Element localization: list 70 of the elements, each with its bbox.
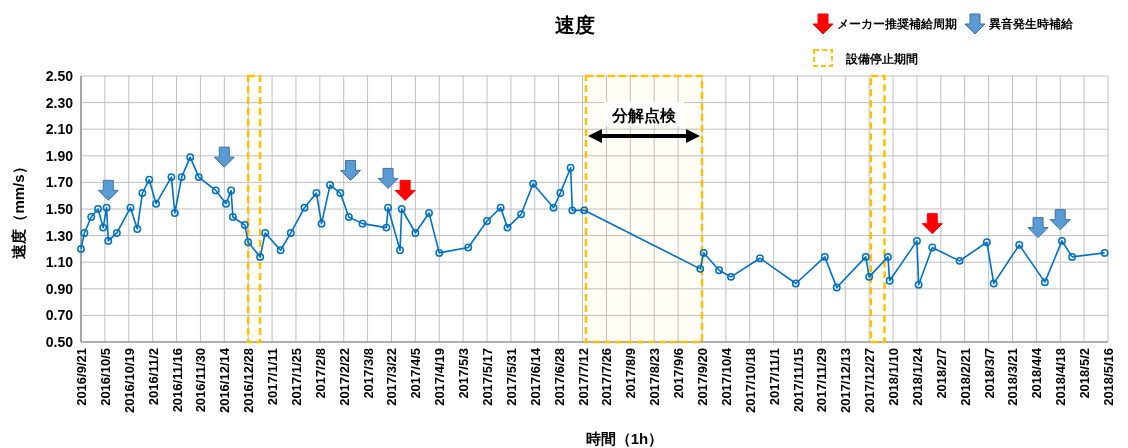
x-tick-label: 2016/11/16 <box>169 348 185 413</box>
y-tick-label: 1.90 <box>45 147 74 164</box>
x-tick-label: 2016/10/19 <box>121 348 137 414</box>
x-tick-label: 2018/5/2 <box>1077 348 1093 399</box>
x-tick-label: 2017/9/6 <box>671 348 687 399</box>
x-tick-label: 2017/11/1 <box>766 348 782 406</box>
x-tick-label: 2017/10/18 <box>742 348 758 414</box>
x-tick-label: 2017/9/20 <box>694 348 710 406</box>
x-tick-label: 2017/11/29 <box>814 348 830 413</box>
x-tick-label: 2018/5/16 <box>1101 348 1116 406</box>
x-tick-label: 2017/5/3 <box>456 348 472 399</box>
x-tick-label: 2017/1/25 <box>288 348 304 406</box>
y-tick-label: 2.30 <box>45 94 74 111</box>
x-tick-label: 2017/1/11 <box>265 348 281 406</box>
legend-label: 設備停止期間 <box>845 52 918 66</box>
point <box>1027 217 1049 239</box>
x-tick-label: 2017/2/8 <box>312 348 328 399</box>
y-tick-label: 0.50 <box>45 334 74 350</box>
x-tick-label: 2017/6/14 <box>527 347 543 406</box>
y-tick-label: 2.10 <box>45 121 74 138</box>
y-tick-label: 0.70 <box>45 307 74 324</box>
y-tick-label: 1.50 <box>45 201 74 217</box>
point <box>377 167 399 189</box>
x-tick-label: 2017/3/8 <box>360 348 376 399</box>
x-tick-label: 2016/12/28 <box>241 348 257 414</box>
x-tick-label: 2017/12/27 <box>862 348 878 414</box>
point <box>1049 209 1071 231</box>
x-tick-label: 2018/3/21 <box>1005 348 1021 406</box>
point <box>340 159 362 181</box>
legend-label: メーカー推奨補給周期 <box>837 17 957 31</box>
x-tick-label: 2016/11/30 <box>193 348 209 413</box>
x-tick-label: 2018/3/7 <box>981 348 997 399</box>
y-tick-label: 1.70 <box>45 174 74 191</box>
y-tick-label: 0.90 <box>45 280 74 297</box>
x-tick-label: 2018/4/18 <box>1053 348 1069 406</box>
x-tick-label: 2018/1/24 <box>909 347 925 406</box>
x-tick-label: 2016/10/5 <box>97 348 113 406</box>
annotation: 分解点検 <box>610 107 677 125</box>
x-tick-label: 2017/8/9 <box>623 348 639 399</box>
x-tick-label: 2017/7/12 <box>575 348 591 406</box>
x-tick-label: 2017/3/22 <box>384 348 400 406</box>
legend-label: 異音発生時補給 <box>988 17 1074 31</box>
y-axis-title: 速度（mm/s） <box>10 159 27 259</box>
x-tick-label: 2018/2/7 <box>933 348 949 399</box>
y-tick-label: 1.30 <box>45 227 74 244</box>
x-tick-label: 2018/2/21 <box>957 348 973 406</box>
x-tick-label: 2017/8/23 <box>647 348 663 406</box>
x-tick-label: 2017/10/4 <box>718 347 734 406</box>
x-tick-label: 2017/5/31 <box>503 348 519 406</box>
chart-title: 速度 <box>555 14 595 36</box>
x-tick-label: 2017/5/17 <box>480 348 496 406</box>
x-tick-label: 2016/12/14 <box>217 347 233 414</box>
x-tick-label: 2017/11/15 <box>790 348 806 413</box>
x-tick-label: 2017/7/26 <box>599 348 615 406</box>
x-tick-label: 2016/11/2 <box>145 348 161 406</box>
x-tick-label: 2017/6/28 <box>551 348 567 406</box>
x-tick-label: 2016/9/21 <box>74 348 89 406</box>
y-tick-label: 1.10 <box>45 254 74 271</box>
point <box>921 213 943 235</box>
x-tick-label: 2018/1/10 <box>886 348 902 406</box>
x-tick-label: 2018/4/4 <box>1029 347 1045 399</box>
point <box>394 179 416 201</box>
x-tick-label: 2017/4/5 <box>408 348 424 399</box>
x-tick-label: 2017/4/19 <box>432 348 448 406</box>
point <box>97 179 119 201</box>
x-tick-label: 2017/12/13 <box>838 348 854 414</box>
x-axis-title: 時間（1h） <box>585 430 664 447</box>
point <box>213 146 235 168</box>
y-tick-label: 2.50 <box>45 68 74 84</box>
x-tick-label: 2017/2/22 <box>336 348 352 406</box>
